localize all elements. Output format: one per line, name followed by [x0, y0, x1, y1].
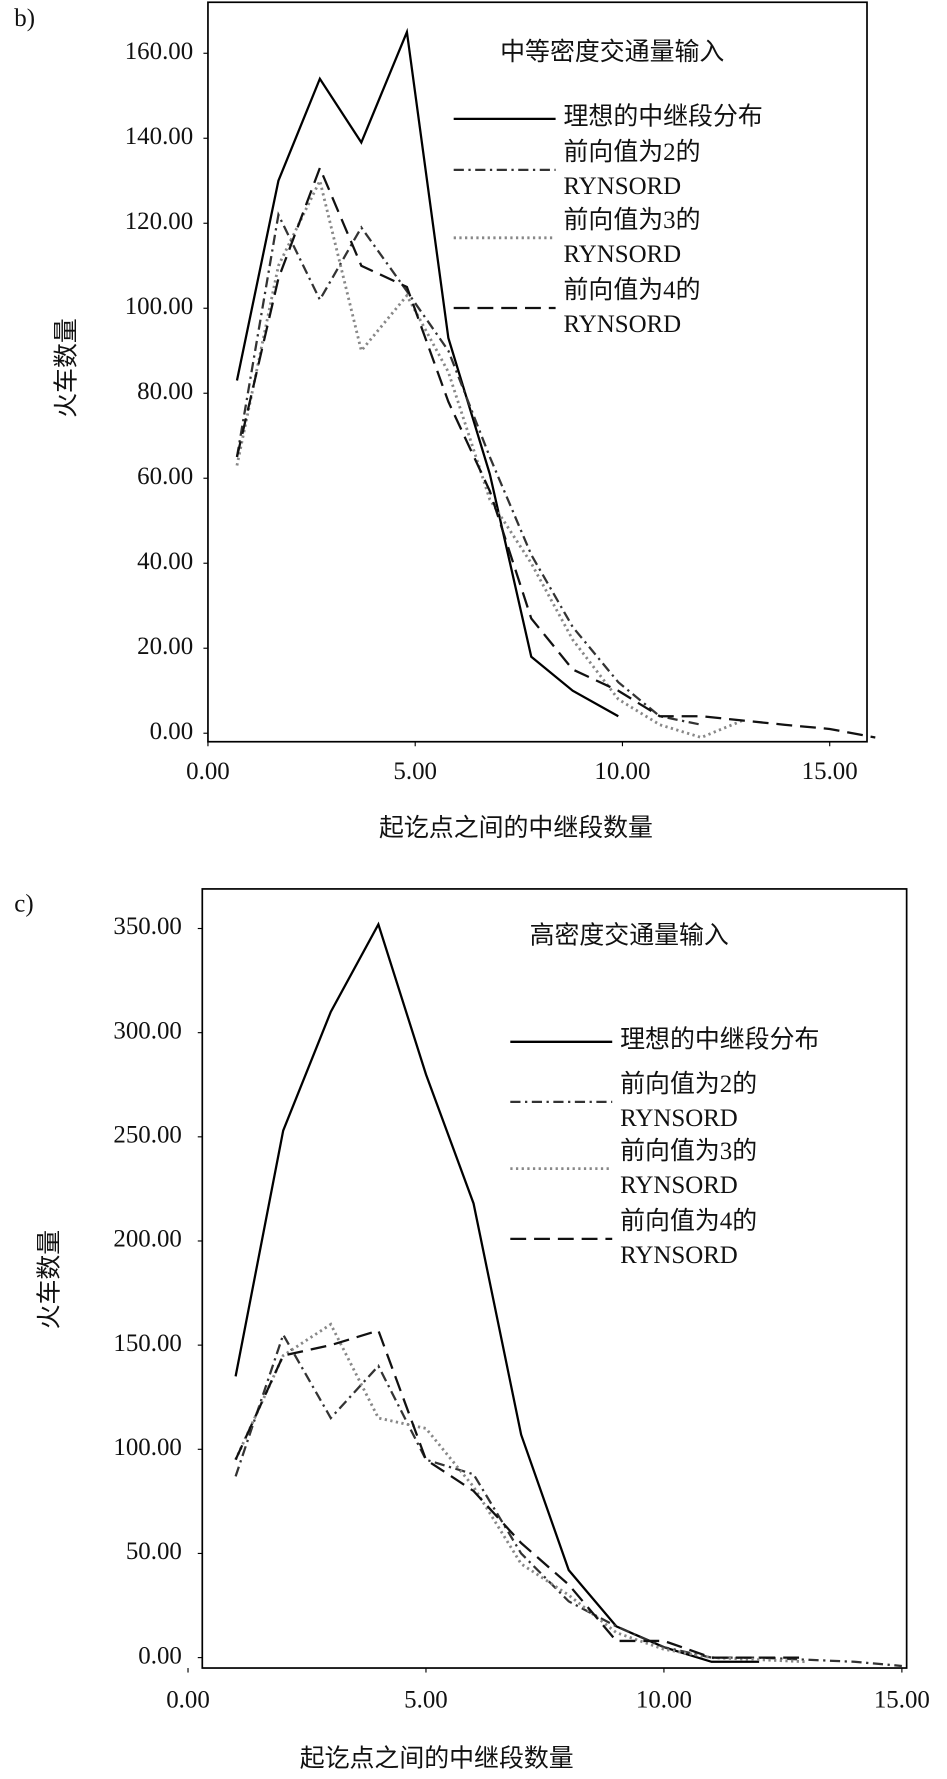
- y-tick-label: 80.00: [137, 378, 193, 405]
- x-tick-label: 15.00: [802, 758, 858, 785]
- series-line: [234, 1322, 807, 1664]
- x-tick-label: 5.00: [393, 758, 437, 785]
- y-tick-label: 100.00: [113, 1434, 181, 1461]
- x-tick-label: 0.00: [166, 1687, 210, 1714]
- y-tick-label: 250.00: [113, 1122, 181, 1149]
- series-line: [235, 211, 702, 726]
- y-axis-label: 火车数量: [52, 318, 80, 418]
- y-tick-label: 60.00: [137, 463, 193, 490]
- legend-label: 前向值为4的 RYNSORD: [564, 276, 701, 338]
- y-tick-label: 300.00: [113, 1017, 181, 1044]
- x-tick-label: 0.00: [186, 758, 230, 785]
- y-tick-label: 100.00: [125, 293, 194, 320]
- x-axis-label: 起讫点之间的中继段数量: [300, 1745, 574, 1773]
- series-line: [234, 1329, 807, 1659]
- series-line: [235, 27, 619, 718]
- panel-label: b): [14, 5, 35, 32]
- legend-label: 前向值为2的 RYNSORD: [564, 138, 701, 200]
- y-tick-label: 40.00: [137, 548, 193, 575]
- legend-label: 理想的中继段分布: [620, 1026, 819, 1054]
- panel-label: c): [14, 891, 33, 918]
- x-tick-label: 10.00: [594, 758, 650, 785]
- chart-title: 中等密度交通量输入: [500, 38, 724, 66]
- plot-frame: [207, 1, 868, 743]
- x-tick-label: 10.00: [636, 1687, 692, 1714]
- x-tick-label: 15.00: [874, 1687, 930, 1714]
- y-tick-label: 50.00: [126, 1538, 182, 1565]
- legend-label: 前向值为3的 RYNSORD: [564, 206, 701, 268]
- legend-label: 理想的中继段分布: [564, 103, 763, 131]
- y-tick-label: 140.00: [125, 123, 194, 150]
- plot-frame: [201, 888, 908, 1669]
- legend-label: 前向值为2的 RYNSORD: [620, 1070, 757, 1132]
- chart-title: 高密度交通量输入: [530, 921, 729, 949]
- series-line: [235, 176, 744, 739]
- y-axis-label: 火车数量: [35, 1230, 63, 1330]
- y-tick-label: 0.00: [138, 1642, 182, 1669]
- y-tick-label: 350.00: [113, 913, 181, 940]
- series-line: [235, 164, 876, 739]
- y-tick-label: 160.00: [125, 38, 194, 65]
- legend-label: 前向值为4的 RYNSORD: [620, 1207, 757, 1269]
- y-tick-label: 20.00: [137, 633, 193, 660]
- y-tick-label: 120.00: [125, 208, 194, 235]
- y-tick-label: 200.00: [113, 1226, 181, 1253]
- x-axis-label: 起讫点之间的中继段数量: [379, 814, 653, 842]
- series-line: [234, 1331, 902, 1668]
- series-line: [234, 921, 760, 1663]
- y-tick-label: 150.00: [113, 1330, 181, 1357]
- x-tick-label: 5.00: [404, 1687, 448, 1714]
- y-tick-label: 0.00: [150, 718, 194, 745]
- legend-label: 前向值为3的 RYNSORD: [620, 1137, 757, 1199]
